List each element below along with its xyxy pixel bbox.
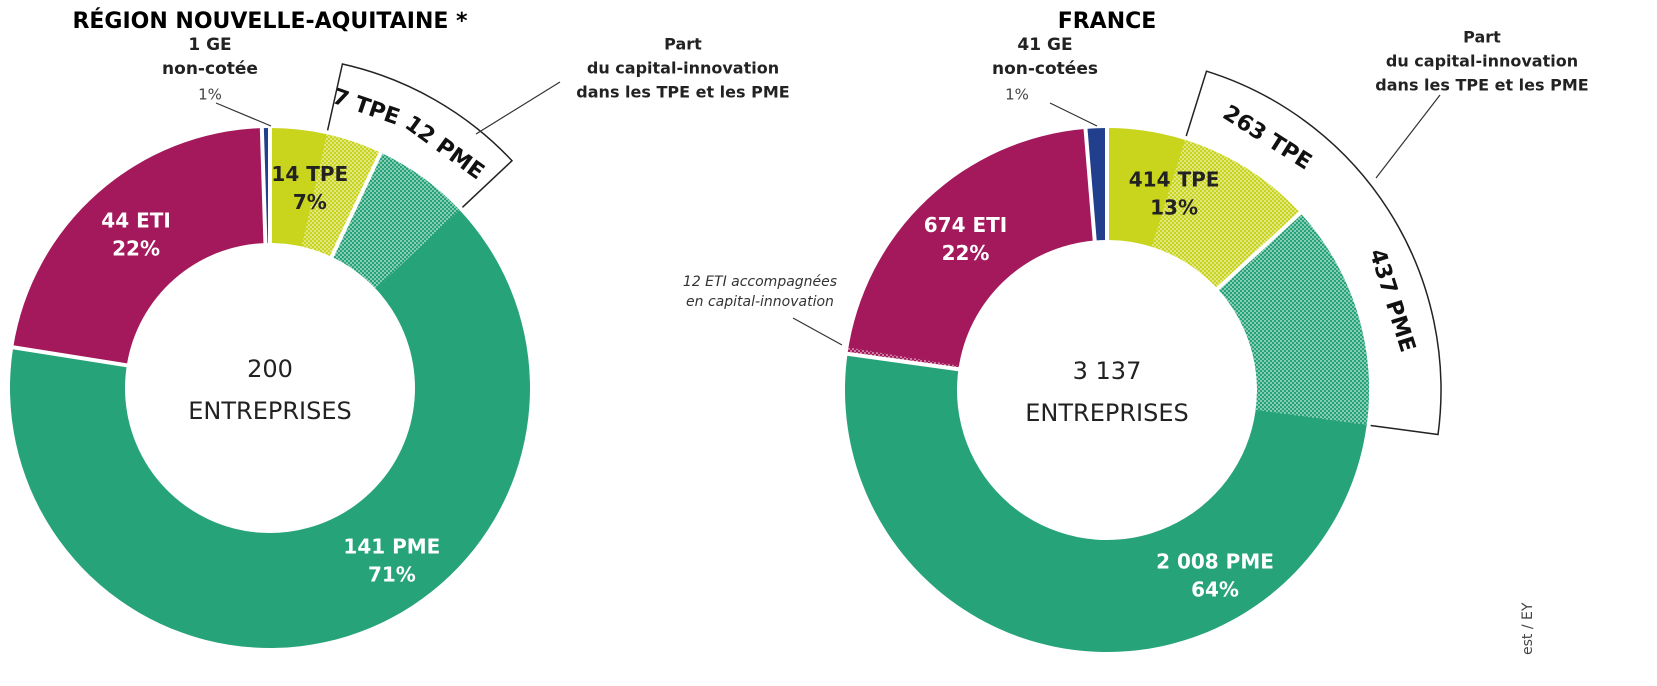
segment-gap	[329, 150, 384, 260]
percent-label: 71%	[368, 563, 416, 587]
percent-label: 64%	[1191, 578, 1239, 602]
value-label: 674 ETI	[924, 213, 1007, 237]
bracket-note: dans les TPE et les PME	[1375, 76, 1588, 95]
leader-line	[1049, 102, 1098, 127]
bracket-note: Part	[1463, 28, 1501, 47]
center-text: ENTREPRISES	[188, 397, 351, 425]
chart-title: RÉGION NOUVELLE-AQUITAINE *	[72, 8, 468, 34]
donut-segment	[844, 213, 1369, 652]
segment-gap	[1214, 210, 1304, 292]
accompanied-label: 437 PME	[1364, 246, 1420, 355]
percent-label: 22%	[112, 237, 160, 261]
ge-note: non-cotées	[992, 59, 1098, 79]
value-label: 414 TPE	[1129, 168, 1220, 192]
center-total: 200	[247, 355, 293, 383]
segment-gap	[1083, 126, 1097, 243]
segment-gap	[845, 351, 961, 372]
center-text: ENTREPRISES	[1025, 399, 1188, 427]
value-label: 14 TPE	[271, 162, 348, 186]
accompanied-segment	[1217, 213, 1370, 425]
source: est / EY	[1520, 602, 1536, 655]
percent-label: 22%	[942, 241, 990, 265]
leader-line	[215, 102, 272, 127]
accompanied-segment	[1151, 139, 1301, 289]
donut-segment	[1085, 128, 1107, 241]
chart-title: FRANCE	[1058, 9, 1157, 34]
bracket	[1185, 70, 1442, 436]
accompanied-label: 7 TPE	[329, 84, 403, 130]
bracket-note: du capital-innovation	[587, 59, 779, 78]
leader-line	[792, 317, 843, 346]
donut-segment	[9, 152, 530, 648]
percent-label: 13%	[1150, 196, 1198, 220]
value-label: 141 PME	[343, 535, 440, 559]
eti-note: en capital-innovation	[686, 294, 834, 310]
accompanied-segment	[331, 152, 460, 289]
ge-percent: 1%	[1005, 86, 1029, 104]
ge-note: non-cotée	[162, 59, 258, 79]
bracket-note: du capital-innovation	[1386, 52, 1578, 71]
eti-note: 12 ETI accompagnées	[683, 274, 837, 290]
ge-label: 41 GE	[1017, 35, 1072, 55]
leader-line	[1375, 94, 1441, 179]
value-label: 44 ETI	[101, 209, 171, 233]
percent-label: 7%	[293, 190, 327, 214]
accompanied-segment	[301, 134, 381, 257]
center-total: 3 137	[1073, 357, 1142, 385]
donut-segment	[847, 128, 1095, 370]
bracket-note: Part	[664, 35, 702, 54]
segment-gap	[10, 345, 130, 368]
donut-segment	[13, 128, 266, 366]
segment-gap	[259, 126, 268, 246]
bracket	[326, 63, 514, 208]
ge-percent: 1%	[198, 86, 222, 104]
bracket-note: dans les TPE et les PME	[576, 83, 789, 102]
value-label: 2 008 PME	[1156, 550, 1274, 574]
leader-line	[475, 81, 561, 135]
ge-label: 1 GE	[188, 35, 231, 55]
